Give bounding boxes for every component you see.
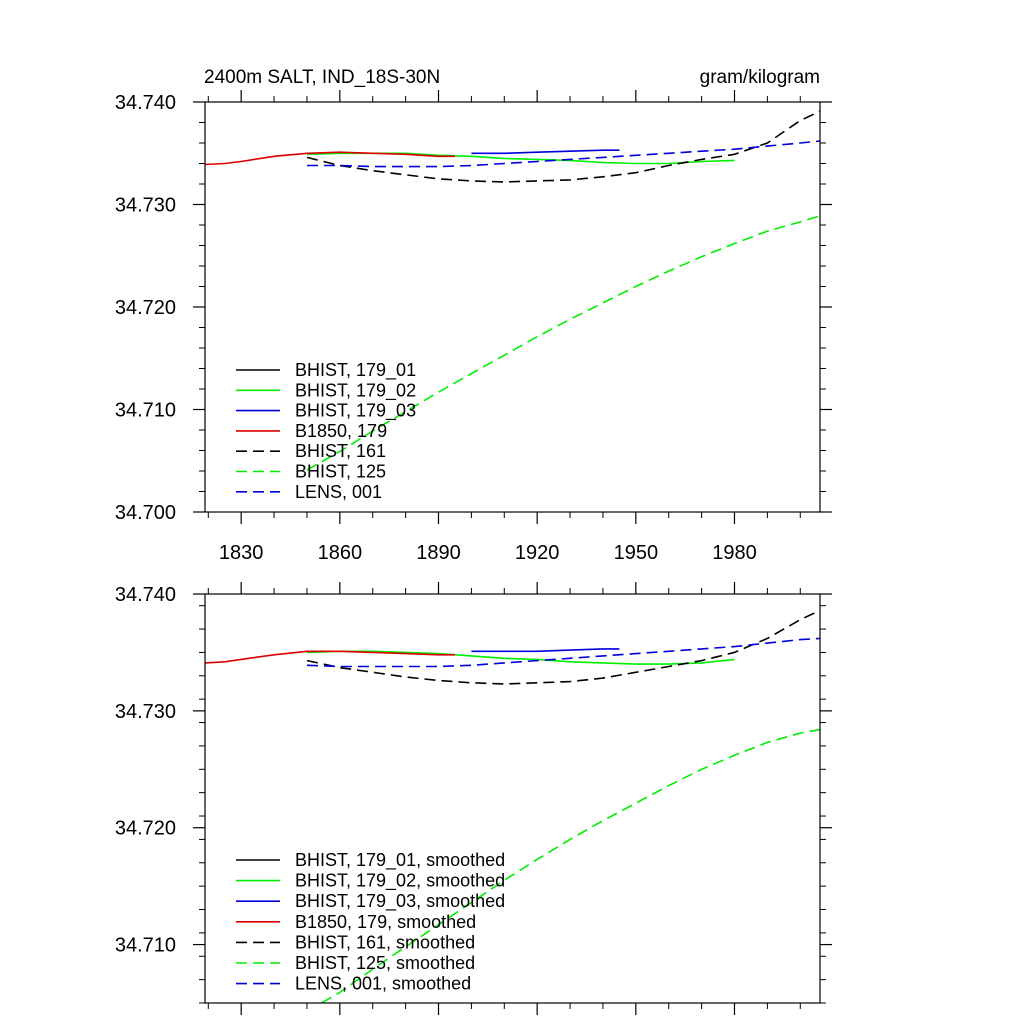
legend-label: BHIST, 161, smoothed <box>295 932 475 952</box>
x-tick-label: 1980 <box>712 542 757 564</box>
series-line-2 <box>471 648 620 653</box>
series-line-5 <box>319 728 820 1003</box>
x-tick-label: 1950 <box>614 542 659 564</box>
y-tick-label: 34.730 <box>115 701 176 723</box>
x-tick-label: 1920 <box>515 542 560 564</box>
series-line-6 <box>307 140 820 168</box>
panel1-title-right: gram/kilogram <box>700 67 820 88</box>
y-tick-label: 34.740 <box>115 584 176 606</box>
y-tick-label: 34.740 <box>115 92 176 114</box>
y-tick-label: 34.720 <box>115 297 176 319</box>
legend-label: BHIST, 179_03, smoothed <box>295 891 505 912</box>
legend-label: BHIST, 179_01 <box>295 360 416 381</box>
legend-label: BHIST, 125, smoothed <box>295 953 475 973</box>
series-line-4 <box>306 609 820 685</box>
series-line-3 <box>205 650 455 664</box>
y-tick-label: 34.720 <box>115 818 176 840</box>
legend-label: B1850, 179, smoothed <box>295 912 476 932</box>
y-tick-label: 34.700 <box>115 502 176 524</box>
series-line-6 <box>306 637 820 668</box>
x-tick-label: 1860 <box>318 542 363 564</box>
legend-label: BHIST, 179_03 <box>295 401 416 422</box>
legend-label: BHIST, 161 <box>295 441 386 461</box>
legend-label: LENS, 001, smoothed <box>295 974 471 994</box>
panel-1-plot: 1830 1860 1890 1920 1950 1980 34.700 34.710 34.7… <box>115 90 832 564</box>
y-tick-label: 34.730 <box>115 195 176 217</box>
legend-label: BHIST, 125 <box>295 462 386 482</box>
legend-label: BHIST, 179_02, smoothed <box>295 871 505 892</box>
series-line-3 <box>205 151 455 166</box>
series-line-5 <box>306 215 820 471</box>
x-tick-label: 1830 <box>219 542 264 564</box>
legend-label: B1850, 179 <box>295 421 387 441</box>
x-tick-label: 1890 <box>416 542 461 564</box>
y-tick-label: 34.710 <box>115 400 176 422</box>
series-line-1 <box>306 650 735 665</box>
panel-2-plot: 34.710 34.720 34.730 34.740 BHIST, 179_01, s… <box>115 582 832 1015</box>
series-line-2 <box>471 149 620 155</box>
legend-label: BHIST, 179_02 <box>295 380 416 401</box>
legend-label: LENS, 001 <box>295 482 382 502</box>
series-line-4 <box>306 110 820 183</box>
y-tick-label: 34.710 <box>115 935 176 957</box>
plot-frame <box>204 593 821 1004</box>
legend-label: BHIST, 179_01, smoothed <box>295 850 505 871</box>
panel1-title-left: 2400m SALT, IND_18S-30N <box>204 67 440 88</box>
